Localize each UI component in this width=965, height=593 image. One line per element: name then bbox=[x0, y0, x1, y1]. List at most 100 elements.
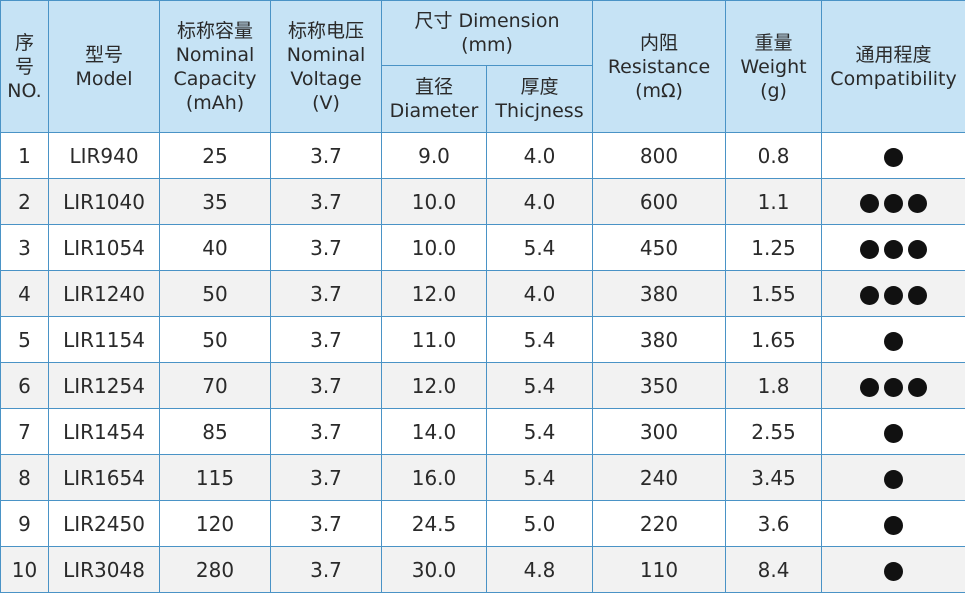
cell-compatibility bbox=[822, 179, 965, 225]
cell-voltage: 3.7 bbox=[271, 271, 382, 317]
cell-capacity: 115 bbox=[160, 455, 271, 501]
cell-diameter: 11.0 bbox=[382, 317, 487, 363]
cell-voltage: 3.7 bbox=[271, 501, 382, 547]
cell-voltage: 3.7 bbox=[271, 317, 382, 363]
cell-diameter: 9.0 bbox=[382, 133, 487, 179]
cell-no: 3 bbox=[1, 225, 49, 271]
header-diameter: 直径 Diameter bbox=[382, 66, 487, 133]
cell-capacity: 85 bbox=[160, 409, 271, 455]
header-model: 型号 Model bbox=[49, 1, 160, 133]
cell-no: 8 bbox=[1, 455, 49, 501]
cell-voltage: 3.7 bbox=[271, 133, 382, 179]
cell-model: LIR1254 bbox=[49, 363, 160, 409]
cell-model: LIR1040 bbox=[49, 179, 160, 225]
cell-thickness: 5.0 bbox=[487, 501, 593, 547]
header-capacity-line: Capacity bbox=[160, 67, 270, 91]
header-capacity-line: 标称容量 bbox=[160, 19, 270, 43]
cell-weight: 1.1 bbox=[726, 179, 822, 225]
cell-resistance: 240 bbox=[593, 455, 726, 501]
cell-capacity: 280 bbox=[160, 547, 271, 593]
header-capacity-line: (mAh) bbox=[160, 91, 270, 115]
cell-model: LIR3048 bbox=[49, 547, 160, 593]
header-dimension: 尺寸 Dimension (mm) bbox=[382, 1, 593, 66]
compatibility-dot-icon bbox=[884, 286, 903, 305]
compatibility-dot-icon bbox=[884, 562, 903, 581]
cell-resistance: 300 bbox=[593, 409, 726, 455]
cell-resistance: 380 bbox=[593, 317, 726, 363]
compatibility-dot-icon bbox=[884, 378, 903, 397]
header-diameter-line: 直径 bbox=[382, 75, 486, 99]
compatibility-rating bbox=[884, 332, 903, 351]
header-compatibility-line: 通用程度 bbox=[822, 43, 965, 67]
compatibility-dot-icon bbox=[884, 470, 903, 489]
cell-compatibility bbox=[822, 317, 965, 363]
cell-no: 4 bbox=[1, 271, 49, 317]
cell-weight: 0.8 bbox=[726, 133, 822, 179]
compatibility-rating bbox=[860, 240, 927, 259]
cell-diameter: 12.0 bbox=[382, 363, 487, 409]
compatibility-rating bbox=[860, 286, 927, 305]
cell-resistance: 380 bbox=[593, 271, 726, 317]
header-resistance-line: (mΩ) bbox=[593, 79, 725, 103]
compatibility-rating bbox=[884, 148, 903, 167]
cell-resistance: 110 bbox=[593, 547, 726, 593]
cell-thickness: 5.4 bbox=[487, 225, 593, 271]
cell-voltage: 3.7 bbox=[271, 225, 382, 271]
cell-capacity: 35 bbox=[160, 179, 271, 225]
cell-diameter: 16.0 bbox=[382, 455, 487, 501]
cell-capacity: 40 bbox=[160, 225, 271, 271]
cell-capacity: 120 bbox=[160, 501, 271, 547]
cell-thickness: 5.4 bbox=[487, 317, 593, 363]
cell-capacity: 50 bbox=[160, 317, 271, 363]
cell-compatibility bbox=[822, 133, 965, 179]
cell-diameter: 24.5 bbox=[382, 501, 487, 547]
compatibility-rating bbox=[884, 470, 903, 489]
cell-diameter: 10.0 bbox=[382, 179, 487, 225]
header-model-line: Model bbox=[49, 67, 159, 91]
cell-thickness: 4.0 bbox=[487, 179, 593, 225]
cell-weight: 8.4 bbox=[726, 547, 822, 593]
header-compatibility: 通用程度 Compatibility bbox=[822, 1, 965, 133]
compatibility-dot-icon bbox=[860, 240, 879, 259]
cell-compatibility bbox=[822, 363, 965, 409]
header-seq-no: 序 号 NO. bbox=[1, 1, 49, 133]
cell-weight: 1.8 bbox=[726, 363, 822, 409]
compatibility-dot-icon bbox=[884, 424, 903, 443]
compatibility-dot-icon bbox=[908, 240, 927, 259]
cell-voltage: 3.7 bbox=[271, 363, 382, 409]
cell-weight: 1.25 bbox=[726, 225, 822, 271]
cell-diameter: 10.0 bbox=[382, 225, 487, 271]
header-seq-no-line: NO. bbox=[1, 79, 48, 103]
cell-no: 9 bbox=[1, 501, 49, 547]
compatibility-dot-icon bbox=[884, 240, 903, 259]
cell-resistance: 350 bbox=[593, 363, 726, 409]
cell-model: LIR940 bbox=[49, 133, 160, 179]
cell-weight: 2.55 bbox=[726, 409, 822, 455]
header-voltage-line: (V) bbox=[271, 91, 381, 115]
compatibility-rating bbox=[884, 424, 903, 443]
compatibility-dot-icon bbox=[908, 194, 927, 213]
header-thickness: 厚度 Thicjness bbox=[487, 66, 593, 133]
cell-no: 7 bbox=[1, 409, 49, 455]
cell-model: LIR1654 bbox=[49, 455, 160, 501]
cell-model: LIR1054 bbox=[49, 225, 160, 271]
cell-thickness: 5.4 bbox=[487, 455, 593, 501]
header-weight-line: Weight bbox=[726, 55, 821, 79]
cell-compatibility bbox=[822, 225, 965, 271]
cell-model: LIR1154 bbox=[49, 317, 160, 363]
cell-compatibility bbox=[822, 547, 965, 593]
header-thickness-line: Thicjness bbox=[487, 99, 592, 123]
cell-resistance: 600 bbox=[593, 179, 726, 225]
header-resistance: 内阻 Resistance (mΩ) bbox=[593, 1, 726, 133]
header-capacity: 标称容量 Nominal Capacity (mAh) bbox=[160, 1, 271, 133]
compatibility-dot-icon bbox=[860, 286, 879, 305]
header-resistance-line: Resistance bbox=[593, 55, 725, 79]
